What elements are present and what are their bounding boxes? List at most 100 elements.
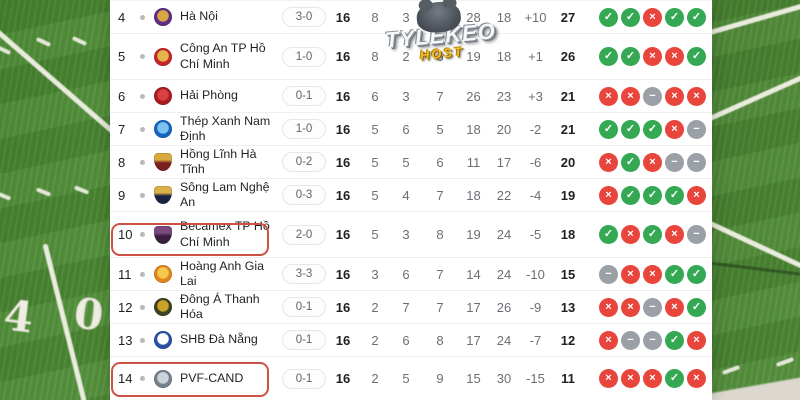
loss-icon[interactable]: ×	[665, 225, 684, 244]
loss-icon[interactable]: ×	[599, 152, 618, 172]
stat-points: 18	[560, 227, 576, 242]
loss-icon[interactable]: ×	[643, 264, 662, 284]
loss-icon[interactable]: ×	[599, 185, 618, 205]
loss-icon[interactable]: ×	[643, 47, 662, 66]
rank-change-dot-icon	[140, 126, 145, 132]
last-result-pill[interactable]: 0-2	[282, 152, 326, 172]
loss-icon[interactable]: ×	[621, 86, 640, 106]
loss-icon[interactable]: ×	[643, 152, 662, 172]
draw-icon[interactable]: −	[643, 297, 662, 317]
last-result-pill[interactable]: 0-3	[282, 185, 326, 205]
win-icon[interactable]: ✓	[599, 119, 618, 139]
table-row[interactable]: 9 Sông Lam Nghệ An 0-3 16 5 4 7 18 22 -4…	[110, 178, 712, 211]
table-row[interactable]: 11 Hoàng Anh Gia Lai 3-3 16 3 6 7 14 24 …	[110, 257, 712, 290]
win-icon[interactable]: ✓	[687, 47, 706, 66]
stat-wins: 8	[371, 49, 379, 64]
stat-goals-for: 17	[466, 332, 481, 348]
table-row[interactable]: 12 Đông Á Thanh Hóa 0-1 16 2 7 7 17 26 -…	[110, 290, 712, 323]
stat-goals-for: 19	[466, 227, 481, 242]
loss-icon[interactable]: ×	[621, 369, 640, 388]
stat-losses: 7	[436, 187, 444, 203]
stat-goal-diff: -6	[529, 154, 542, 170]
last-result-pill[interactable]: 3-0	[282, 7, 326, 27]
stat-draws: 3	[402, 88, 410, 104]
win-icon[interactable]: ✓	[665, 7, 684, 27]
table-row[interactable]: 7 Thép Xanh Nam Định 1-0 16 5 6 5 18 20 …	[110, 112, 712, 145]
loss-icon[interactable]: ×	[687, 185, 706, 205]
win-icon[interactable]: ✓	[687, 7, 706, 27]
stat-goals-for: 18	[466, 187, 481, 203]
team-name: Đông Á Thanh Hóa	[180, 291, 260, 322]
loss-icon[interactable]: ×	[643, 369, 662, 388]
stat-wins: 5	[371, 227, 379, 242]
stat-goal-diff: +10	[524, 9, 547, 25]
loss-icon[interactable]: ×	[687, 86, 706, 106]
table-row[interactable]: 13 SHB Đà Nẵng 0-1 16 2 6 8 17 24 -7 12 …	[110, 323, 712, 356]
last-result-pill[interactable]: 0-1	[282, 297, 326, 317]
loss-icon[interactable]: ×	[665, 297, 684, 317]
draw-icon[interactable]: −	[687, 119, 706, 139]
table-row[interactable]: 14 PVF-CAND 0-1 16 2 5 9 15 30 -15 11 × ×…	[110, 356, 712, 400]
table-row[interactable]: 8 Hồng Lĩnh Hà Tĩnh 0-2 16 5 5 6 11 17 -…	[110, 145, 712, 178]
stat-goal-diff: +3	[528, 88, 543, 104]
draw-icon[interactable]: −	[599, 264, 618, 284]
draw-icon[interactable]: −	[665, 152, 684, 172]
win-icon[interactable]: ✓	[665, 369, 684, 388]
last-result-pill[interactable]: 2-0	[282, 224, 326, 245]
win-icon[interactable]: ✓	[621, 47, 640, 66]
win-icon[interactable]: ✓	[687, 264, 706, 284]
loss-icon[interactable]: ×	[665, 86, 684, 106]
position: 11	[118, 266, 132, 282]
loss-icon[interactable]: ×	[643, 7, 662, 27]
loss-icon[interactable]: ×	[665, 119, 684, 139]
win-icon[interactable]: ✓	[643, 225, 662, 244]
win-icon[interactable]: ✓	[687, 297, 706, 317]
win-icon[interactable]: ✓	[665, 330, 684, 350]
loss-icon[interactable]: ×	[599, 330, 618, 350]
stat-played: 16	[335, 227, 351, 242]
win-icon[interactable]: ✓	[621, 119, 640, 139]
draw-icon[interactable]: −	[687, 152, 706, 172]
team-logo-icon	[154, 225, 172, 244]
last-result-pill[interactable]: 3-3	[282, 264, 326, 284]
win-icon[interactable]: ✓	[599, 47, 618, 66]
win-icon[interactable]: ✓	[621, 152, 640, 172]
win-icon[interactable]: ✓	[643, 119, 662, 139]
draw-icon[interactable]: −	[687, 225, 706, 244]
loss-icon[interactable]: ×	[687, 330, 706, 350]
hash-mark	[71, 36, 88, 46]
table-row[interactable]: 5 Công An TP Hồ Chí Minh 1-0 16 8 2 6 19…	[110, 33, 712, 79]
loss-icon[interactable]: ×	[599, 297, 618, 317]
loss-icon[interactable]: ×	[621, 225, 640, 244]
win-icon[interactable]: ✓	[599, 225, 618, 244]
loss-icon[interactable]: ×	[665, 47, 684, 66]
last-result-pill[interactable]: 1-0	[282, 119, 326, 139]
win-icon[interactable]: ✓	[599, 7, 618, 27]
draw-icon[interactable]: −	[621, 330, 640, 350]
win-icon[interactable]: ✓	[643, 185, 662, 205]
table-row[interactable]: 10 Becamex TP Hồ Chí Minh 2-0 16 5 3 8 1…	[110, 211, 712, 257]
stat-losses: 8	[436, 332, 444, 348]
loss-icon[interactable]: ×	[599, 369, 618, 388]
win-icon[interactable]: ✓	[665, 185, 684, 205]
last-result-pill[interactable]: 0-1	[282, 86, 326, 106]
stat-draws: 3	[402, 9, 410, 25]
loss-icon[interactable]: ×	[621, 264, 640, 284]
last-result-pill[interactable]: 0-1	[282, 330, 326, 350]
loss-icon[interactable]: ×	[621, 297, 640, 317]
stat-played: 16	[335, 187, 351, 203]
table-row[interactable]: 6 Hải Phòng 0-1 16 6 3 7 26 23 +3 21 × × −…	[110, 79, 712, 112]
loss-icon[interactable]: ×	[687, 369, 706, 388]
loss-icon[interactable]: ×	[599, 86, 618, 106]
last-result-pill[interactable]: 1-0	[282, 46, 326, 67]
team-name: Hoàng Anh Gia Lai	[180, 258, 265, 289]
win-icon[interactable]: ✓	[621, 7, 640, 27]
stat-played: 16	[335, 9, 351, 25]
last-result-pill[interactable]: 0-1	[282, 368, 326, 389]
win-icon[interactable]: ✓	[621, 185, 640, 205]
draw-icon[interactable]: −	[643, 86, 662, 106]
form-icons: × × − × ✓	[599, 297, 706, 317]
win-icon[interactable]: ✓	[665, 264, 684, 284]
table-row[interactable]: 4 Hà Nội 3-0 16 8 3 5 28 18 +10 27 ✓ ✓ × ✓ ✓	[110, 0, 712, 33]
draw-icon[interactable]: −	[643, 330, 662, 350]
